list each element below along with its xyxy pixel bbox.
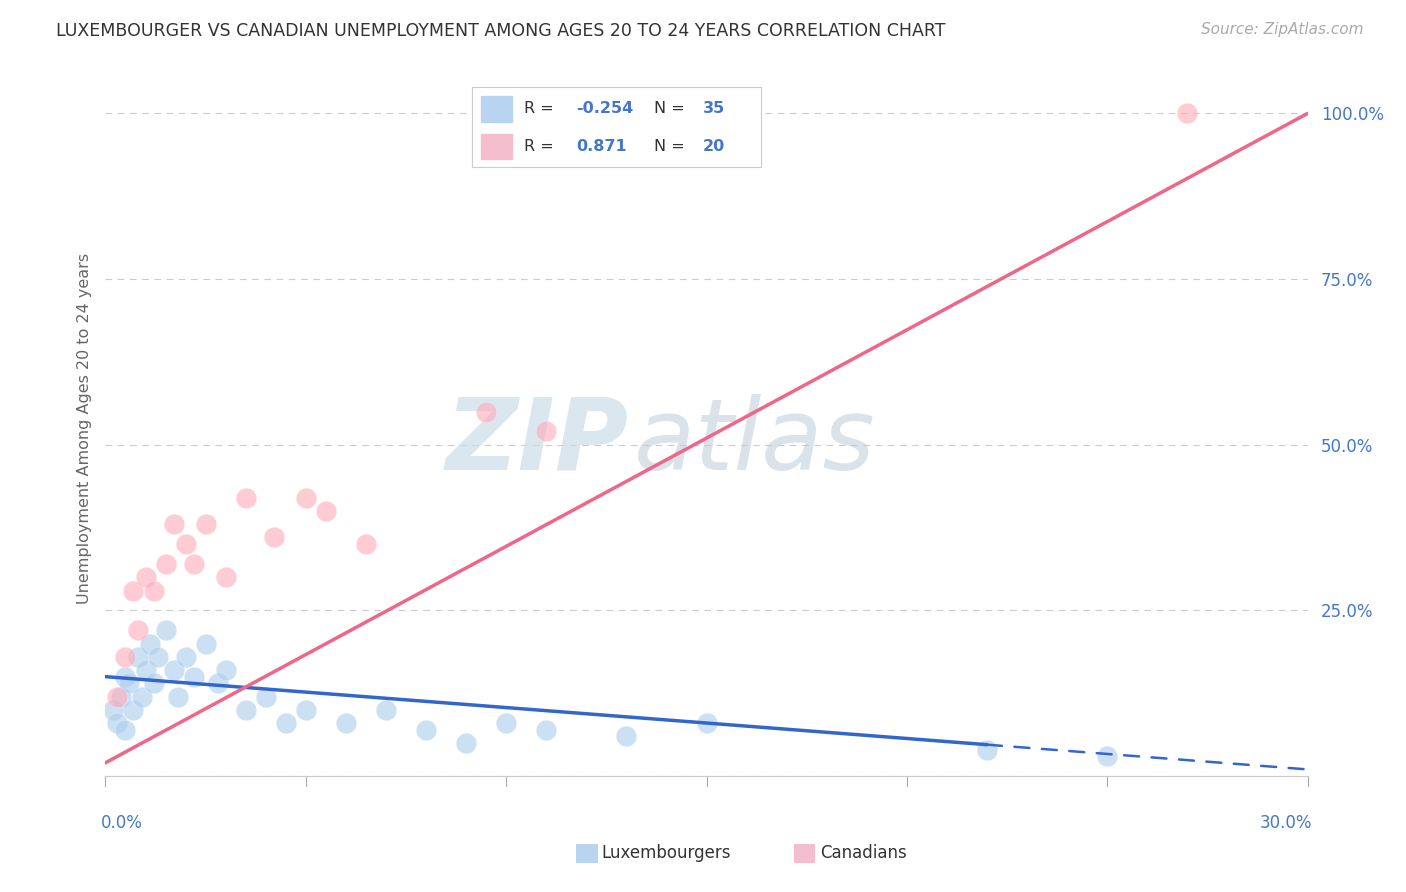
Point: [534, 425, 557, 439]
Point: [174, 537, 197, 551]
Y-axis label: Unemployment Among Ages 20 to 24 years: Unemployment Among Ages 20 to 24 years: [76, 252, 91, 604]
Point: [135, 663, 157, 677]
Point: [616, 729, 638, 743]
Point: [114, 649, 136, 664]
Point: [122, 583, 145, 598]
Point: [131, 690, 153, 704]
Point: [475, 404, 498, 418]
Point: [166, 690, 188, 704]
Point: [142, 583, 165, 598]
Point: [114, 670, 136, 684]
Point: [118, 676, 141, 690]
Point: [107, 690, 129, 704]
Point: [194, 517, 217, 532]
Point: [976, 742, 998, 756]
Point: [122, 703, 145, 717]
Point: [295, 491, 318, 505]
Point: [696, 716, 718, 731]
Point: [114, 723, 136, 737]
Point: [1175, 106, 1198, 120]
Point: [354, 537, 377, 551]
Point: [183, 557, 205, 571]
Point: [162, 663, 184, 677]
Point: [107, 716, 129, 731]
Point: [110, 690, 132, 704]
Text: Source: ZipAtlas.com: Source: ZipAtlas.com: [1201, 22, 1364, 37]
Text: Luxembourgers: Luxembourgers: [602, 844, 731, 862]
Point: [183, 670, 205, 684]
Text: ZIP: ZIP: [446, 393, 628, 491]
Point: [335, 716, 357, 731]
Point: [138, 636, 160, 650]
Point: [135, 570, 157, 584]
Point: [263, 531, 285, 545]
Text: LUXEMBOURGER VS CANADIAN UNEMPLOYMENT AMONG AGES 20 TO 24 YEARS CORRELATION CHAR: LUXEMBOURGER VS CANADIAN UNEMPLOYMENT AM…: [56, 22, 946, 40]
Point: [103, 703, 125, 717]
Point: [146, 649, 169, 664]
Bar: [794, 844, 815, 863]
Point: [254, 690, 277, 704]
Text: 0.0%: 0.0%: [101, 814, 142, 832]
Point: [1097, 749, 1119, 764]
Point: [155, 624, 177, 638]
Point: [274, 716, 297, 731]
Point: [415, 723, 437, 737]
Point: [456, 736, 478, 750]
Point: [374, 703, 398, 717]
Point: [214, 570, 236, 584]
Point: [142, 676, 165, 690]
Point: [155, 557, 177, 571]
Point: [235, 491, 257, 505]
Bar: [576, 844, 598, 863]
Text: Canadians: Canadians: [820, 844, 907, 862]
Point: [127, 649, 149, 664]
Point: [162, 517, 184, 532]
Point: [207, 676, 229, 690]
Point: [235, 703, 257, 717]
Point: [174, 649, 197, 664]
Text: atlas: atlas: [634, 393, 876, 491]
Point: [194, 636, 217, 650]
Point: [495, 716, 517, 731]
Point: [127, 624, 149, 638]
Point: [315, 504, 337, 518]
Point: [214, 663, 236, 677]
Point: [295, 703, 318, 717]
Text: 30.0%: 30.0%: [1260, 814, 1312, 832]
Point: [534, 723, 557, 737]
